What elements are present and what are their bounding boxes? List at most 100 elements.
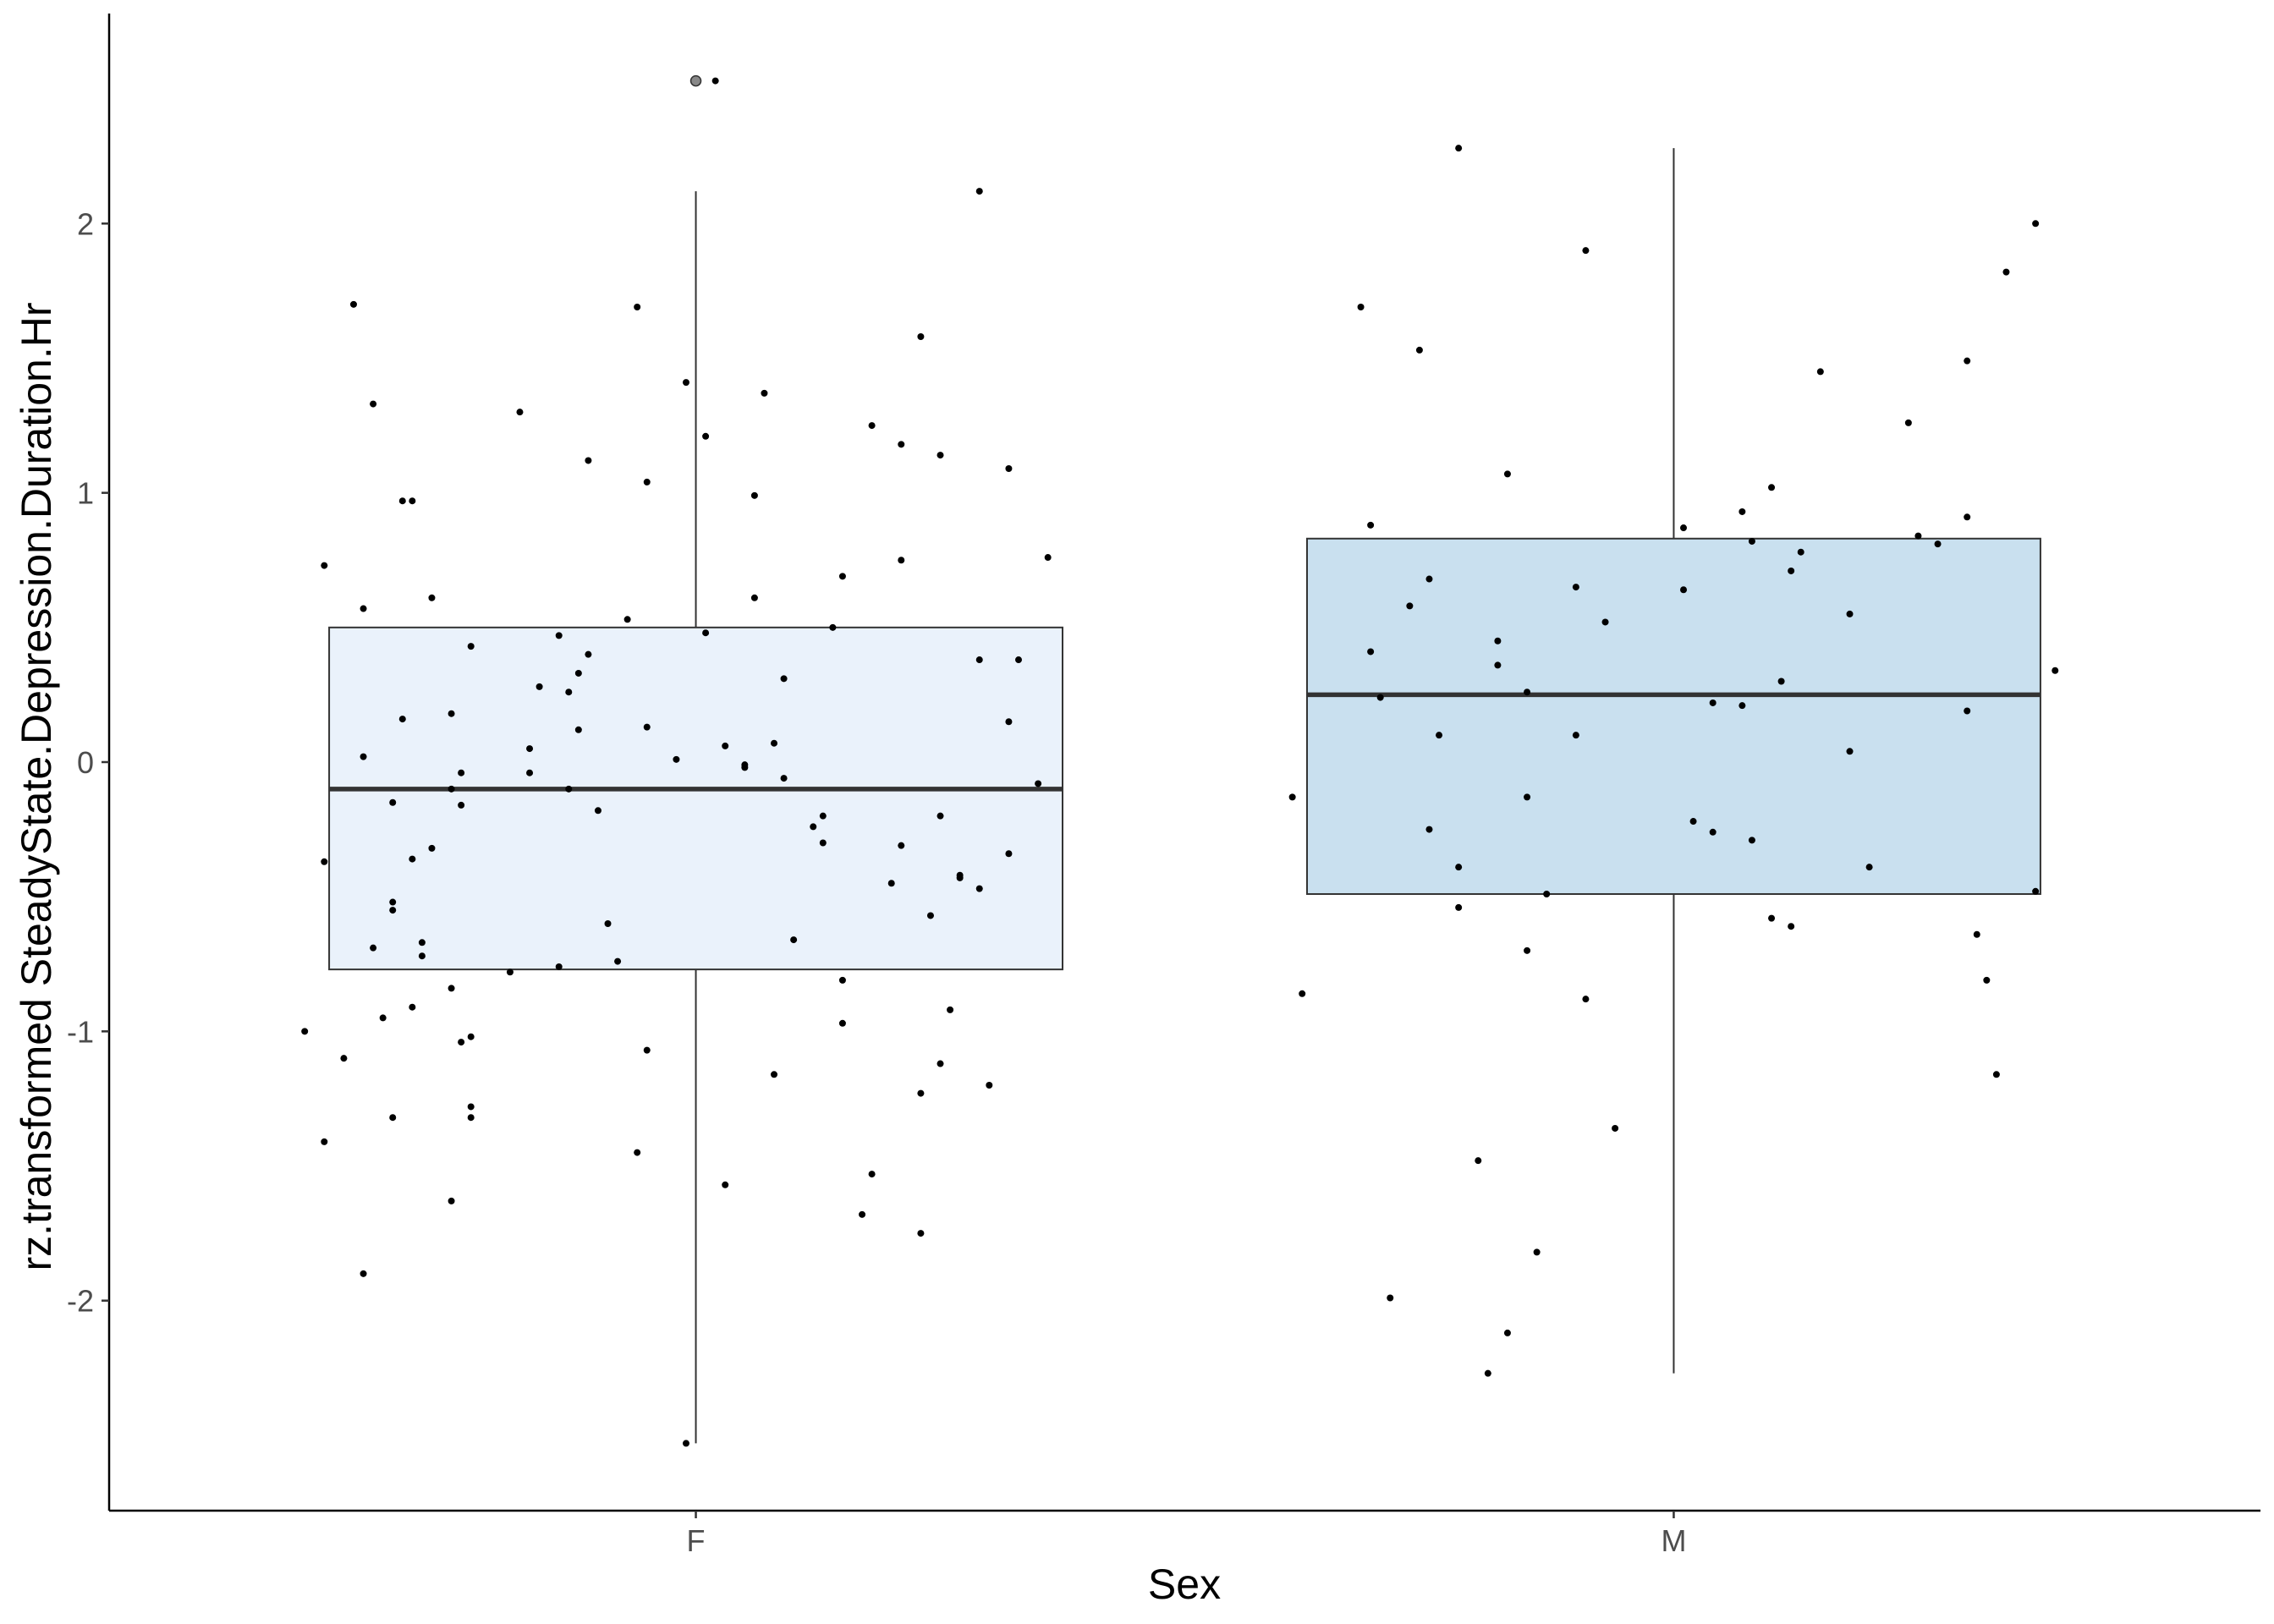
data-point-f xyxy=(526,745,534,753)
data-point-m xyxy=(1503,470,1511,478)
data-point-f xyxy=(467,1114,475,1122)
data-point-f xyxy=(937,1060,944,1067)
data-point-f xyxy=(398,497,406,505)
data-point-f xyxy=(975,188,983,195)
data-point-f xyxy=(1005,465,1013,473)
data-point-f xyxy=(790,936,798,944)
data-point-m xyxy=(1524,689,1531,696)
data-point-f xyxy=(926,912,934,919)
data-point-f xyxy=(634,1149,641,1156)
data-point-m xyxy=(1797,548,1804,556)
data-point-f xyxy=(604,920,612,928)
data-point-f xyxy=(722,1181,729,1188)
data-point-m xyxy=(2002,268,2010,276)
data-point-f xyxy=(838,1019,846,1027)
data-point-f xyxy=(898,557,905,564)
data-point-f xyxy=(1035,780,1042,787)
data-point-m xyxy=(1680,586,1688,594)
y-axis-title: rz.transformed SteadyState.Depression.Du… xyxy=(13,303,60,1271)
data-point-m xyxy=(1904,419,1912,426)
points-layer xyxy=(301,77,2059,1447)
data-point-m xyxy=(1846,748,1854,755)
data-point-m xyxy=(1601,618,1609,626)
data-point-f xyxy=(418,952,426,960)
data-point-f xyxy=(829,623,837,631)
data-point-m xyxy=(1455,145,1463,152)
data-point-f xyxy=(428,594,436,601)
data-point-m xyxy=(1748,537,1755,545)
data-point-m xyxy=(1572,584,1579,591)
data-point-f xyxy=(623,616,631,623)
data-point-m xyxy=(1934,540,1942,548)
data-point-f xyxy=(838,976,846,984)
data-point-f xyxy=(771,739,778,747)
box-f xyxy=(328,626,1064,971)
data-point-f xyxy=(389,907,397,914)
data-point-m xyxy=(2052,667,2059,674)
data-point-f xyxy=(868,422,876,430)
data-point-f xyxy=(574,726,582,733)
y-ticks: -2 -1 0 1 2 xyxy=(67,206,109,1319)
data-point-m xyxy=(1455,864,1463,871)
data-point-m xyxy=(1816,368,1824,376)
data-point-m xyxy=(1524,946,1531,954)
data-point-f xyxy=(467,1103,475,1111)
data-point-f xyxy=(898,441,905,448)
data-point-f xyxy=(937,812,944,820)
data-point-f xyxy=(898,842,905,849)
data-point-f xyxy=(986,1082,993,1089)
y-tick-label: 2 xyxy=(77,206,94,241)
data-point-m xyxy=(1455,903,1463,911)
data-point-f xyxy=(975,885,983,892)
data-point-m xyxy=(1533,1248,1541,1256)
data-point-f xyxy=(467,1033,475,1040)
data-point-f xyxy=(370,400,377,408)
data-point-m xyxy=(1914,532,1922,540)
data-point-f xyxy=(947,1006,954,1013)
data-point-m xyxy=(1367,648,1375,656)
data-point-f xyxy=(887,880,895,887)
data-point-f xyxy=(585,650,592,658)
data-point-f xyxy=(565,689,573,696)
data-point-m xyxy=(1357,303,1365,310)
data-point-f xyxy=(458,1039,465,1046)
data-point-f xyxy=(975,656,983,664)
data-point-f xyxy=(1005,850,1013,858)
y-tick-label: 0 xyxy=(77,745,94,780)
data-point-m xyxy=(1299,990,1306,997)
data-point-m xyxy=(1475,1157,1482,1165)
data-point-f xyxy=(418,939,426,946)
data-point-f xyxy=(458,769,465,776)
data-point-m xyxy=(1387,1294,1394,1302)
data-point-m xyxy=(2032,887,2040,895)
data-point-f xyxy=(555,632,563,639)
data-point-f xyxy=(360,753,367,760)
data-point-m xyxy=(1543,890,1551,897)
data-point-f xyxy=(585,457,592,464)
data-point-f xyxy=(1014,656,1022,664)
y-tick-label: -1 xyxy=(67,1014,94,1049)
x-tick-label: M xyxy=(1661,1523,1686,1558)
data-point-f xyxy=(321,858,328,865)
data-point-f xyxy=(398,716,406,723)
data-point-f xyxy=(722,742,729,749)
data-point-f xyxy=(634,303,641,310)
data-point-f xyxy=(526,769,534,776)
data-point-m xyxy=(1768,484,1776,491)
data-point-f xyxy=(838,573,846,580)
data-point-f xyxy=(409,497,416,505)
data-point-f xyxy=(780,675,788,683)
data-point-f xyxy=(956,871,964,879)
data-point-f xyxy=(819,839,827,847)
data-point-m xyxy=(1503,1329,1511,1336)
data-point-f xyxy=(409,1003,416,1011)
data-point-f xyxy=(711,77,719,85)
data-point-f xyxy=(682,1440,689,1447)
data-point-f xyxy=(360,1270,367,1277)
data-point-m xyxy=(1494,661,1502,669)
data-point-f xyxy=(360,605,367,612)
data-point-f xyxy=(506,968,514,976)
data-point-f xyxy=(448,985,455,992)
